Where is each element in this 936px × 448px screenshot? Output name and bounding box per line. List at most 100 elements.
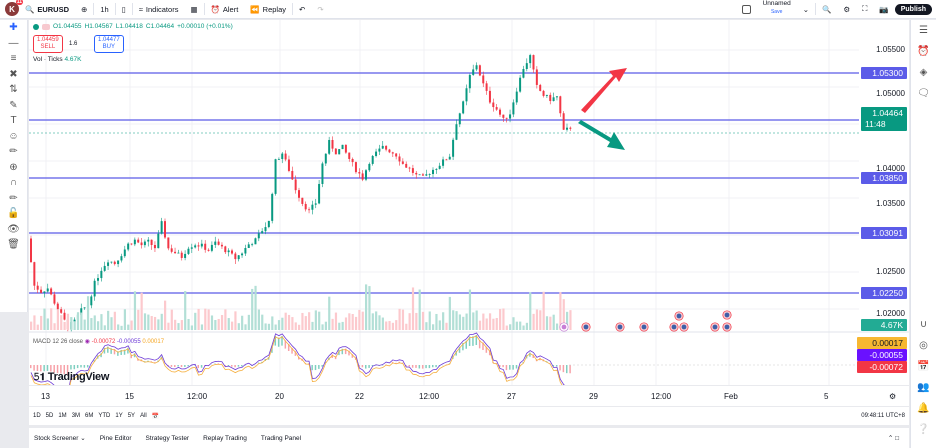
price-chart[interactable] — [29, 20, 909, 385]
bottom-tab[interactable]: Stock Screener ⌄ — [34, 435, 86, 442]
text-icon[interactable]: T — [10, 115, 17, 127]
range-button-1m[interactable]: 1M — [58, 413, 67, 419]
trash-icon[interactable]: 🗑 — [7, 239, 20, 251]
range-button-ytd[interactable]: YTD — [98, 413, 111, 419]
market-status-icon — [42, 23, 50, 30]
hotlist-icon[interactable]: ∪ — [919, 319, 928, 330]
magnet-icon[interactable]: ∩ — [9, 177, 18, 189]
status-dot — [33, 23, 39, 30]
goto-date-icon[interactable]: 📅 — [151, 413, 160, 420]
range-button-1y[interactable]: 1Y — [115, 413, 123, 419]
fib-icon[interactable]: ≡ — [10, 53, 17, 65]
indicators-icon: ≈ — [138, 4, 143, 14]
crosshair-icon[interactable]: ✚ — [9, 22, 18, 34]
notification-badge: 11 — [15, 0, 23, 5]
settings-button[interactable]: ⚙ — [843, 4, 851, 14]
lock-drawing-icon[interactable]: ✏ — [9, 192, 18, 204]
avatar[interactable]: K 11 — [5, 0, 23, 16]
alert-button[interactable]: ⏰ Alert — [210, 4, 239, 14]
volume-legend: Vol · Ticks 4.67K — [33, 56, 82, 63]
lock-icon[interactable]: 🔓 — [7, 208, 20, 220]
right-sidebar: ☰ ⏰ ◈ 🗨 ∪ ◎ 📅 👥 🔔 ❔ — [910, 20, 936, 448]
level-price-tag[interactable]: 1.03091 — [861, 227, 907, 239]
replay-button[interactable]: ⏪ Replay — [250, 4, 287, 14]
fullscreen-button[interactable]: ⛶ — [862, 4, 868, 13]
bottom-panel-tabs: ⌃ □ Stock Screener ⌄ Pine Editor Strategy … — [29, 428, 909, 448]
quick-search-button[interactable]: 🔍 — [822, 4, 832, 14]
templates-button[interactable]: ▦ — [184, 0, 203, 19]
chat-icon[interactable]: 🗨 — [917, 88, 930, 99]
indicators-button[interactable]: ≈ Indicators — [138, 4, 179, 14]
range-bar: 📅 1D 5D 1M 3M 6M YTD 1Y 5Y All 09:48:11 UTC+8 — [29, 407, 909, 425]
range-button-5y[interactable]: 5Y — [127, 413, 136, 419]
interval-button[interactable]: 1h — [100, 4, 109, 14]
layout-name-button[interactable]: Unnamed Save — [762, 0, 791, 15]
trend-line-icon[interactable]: — — [8, 37, 19, 49]
layers-icon[interactable]: ◈ — [919, 67, 928, 78]
candles-icon: ▯ — [121, 4, 126, 14]
redo-button[interactable]: ↷ — [317, 4, 324, 14]
current-price-tag: 1.04464 11:48 — [861, 107, 907, 131]
rewind-icon: ⏪ — [250, 4, 260, 14]
bottom-tab[interactable]: Pine Editor — [99, 434, 132, 442]
symbol-search[interactable]: 🔍 EURUSD — [25, 4, 70, 14]
help-icon[interactable]: ❔ — [917, 424, 930, 435]
zoom-in-icon[interactable]: ⊕ — [9, 161, 18, 173]
calendar-icon[interactable]: 📅 — [917, 361, 930, 372]
price-label: 1.02500 — [876, 267, 905, 276]
bottom-tab[interactable]: Strategy Tester — [145, 434, 190, 442]
chart-type-button[interactable]: ▯ — [116, 0, 132, 19]
eye-icon[interactable]: 👁 — [7, 223, 20, 235]
time-label: 12:00 — [651, 392, 672, 401]
tradingview-logo: 𝟻𝟭 TradingView — [33, 371, 110, 383]
chevron-down-icon[interactable]: ⌄ — [802, 4, 810, 14]
emoji-icon[interactable]: ☺ — [8, 130, 19, 142]
time-label: 15 — [125, 392, 134, 401]
pattern-icon[interactable]: ✖ — [9, 68, 18, 80]
projection-icon[interactable]: ⇅ — [9, 84, 18, 96]
sell-button[interactable]: 1.04459 SELL — [33, 35, 63, 53]
level-price-tag[interactable]: 1.03850 — [861, 172, 907, 184]
compare-button[interactable]: ⊕ — [81, 4, 88, 14]
range-button-5d[interactable]: 5D — [45, 413, 54, 419]
range-button-6m[interactable]: 6M — [85, 413, 94, 419]
level-price-tag[interactable]: 1.02250 — [861, 287, 907, 299]
level-price-tag[interactable]: 1.05300 — [861, 67, 907, 79]
macd-value-tag: 0.00017 — [857, 337, 907, 349]
screenshot-button[interactable]: 📷 — [879, 4, 889, 14]
clock[interactable]: 09:48:11 UTC+8 — [861, 413, 905, 419]
ohlc-legend: O1.04455 H1.04567 L1.04418 C1.04464 +0.0… — [33, 23, 233, 30]
macd-legend: MACD 12 26 close ◉ -0.00072 -0.00055 0.0… — [33, 339, 165, 345]
publish-button[interactable]: Publish — [894, 3, 932, 15]
bell-icon[interactable]: 🔔 — [917, 403, 930, 414]
bottom-tab[interactable]: Replay Trading — [203, 434, 247, 442]
ruler-icon[interactable]: ✏ — [9, 146, 18, 158]
alarm-icon: ⏰ — [210, 4, 220, 14]
time-label: 5 — [824, 392, 829, 401]
alarm-clock-icon[interactable]: ⏰ — [917, 46, 930, 57]
layout-checkbox[interactable] — [736, 0, 757, 19]
range-button-3m[interactable]: 3M — [71, 413, 81, 419]
buy-button[interactable]: 1.04477 BUY — [94, 35, 124, 53]
community-icon[interactable]: 👥 — [917, 382, 930, 393]
time-label: 29 — [589, 392, 598, 401]
chart-pane[interactable]: O1.04455 H1.04567 L1.04418 C1.04464 +0.0… — [29, 20, 909, 385]
target-icon[interactable]: ◎ — [919, 340, 928, 351]
range-button-all[interactable]: All — [140, 413, 147, 419]
volume-tag: 4.67K — [861, 319, 907, 331]
time-axis[interactable]: ⚙ 13 15 12:00 20 22 12:00 27 29 12:00 Feb 5 — [29, 386, 909, 406]
grid-icon: ▦ — [190, 4, 198, 14]
collapse-icons[interactable]: ⌃ □ — [887, 435, 899, 442]
time-label: 12:00 — [419, 392, 440, 401]
price-label: 1.05000 — [876, 89, 905, 98]
watchlist-icon[interactable]: ☰ — [919, 25, 928, 36]
time-label: 13 — [41, 392, 50, 401]
time-label: 27 — [507, 392, 516, 401]
bottom-tab[interactable]: Trading Panel — [260, 434, 302, 442]
time-label: 20 — [275, 392, 284, 401]
undo-button[interactable]: ↶ — [299, 4, 306, 14]
price-label: 1.05500 — [876, 45, 905, 54]
axis-settings-icon[interactable]: ⚙ — [889, 392, 897, 401]
range-button-1d[interactable]: 1D — [33, 413, 41, 419]
brush-icon[interactable]: ✎ — [9, 99, 18, 111]
